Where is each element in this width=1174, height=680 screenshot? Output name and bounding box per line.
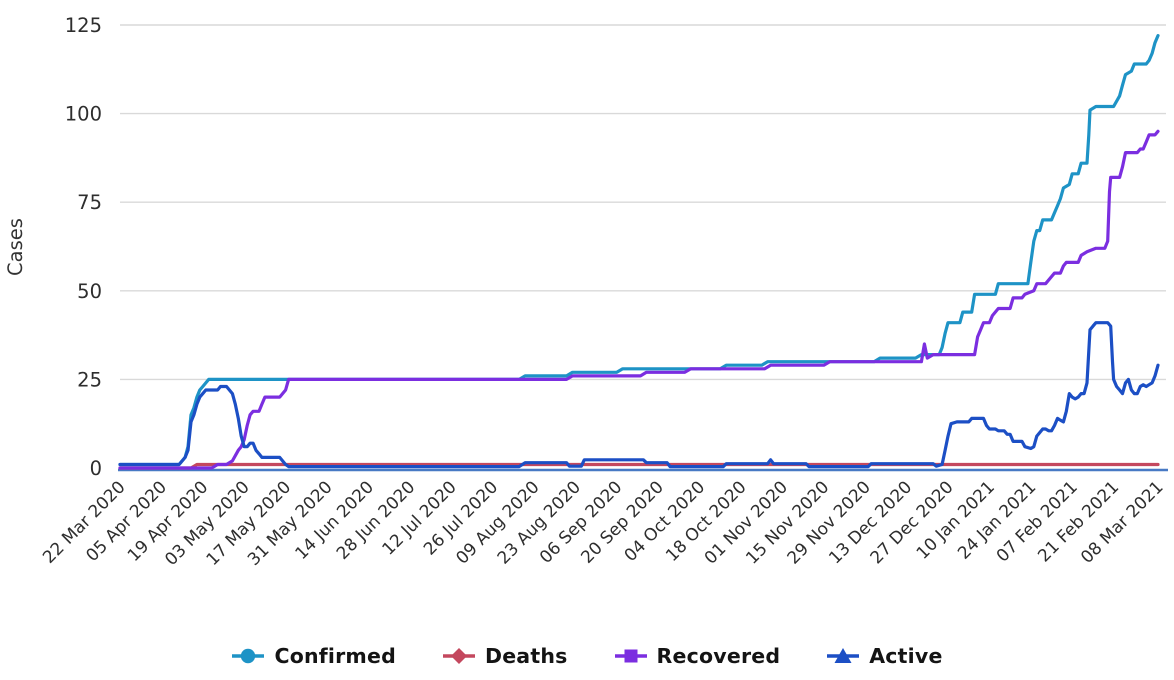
legend-label: Confirmed — [274, 644, 396, 668]
y-tick-label: 0 — [90, 457, 102, 480]
series-line-active — [118, 321, 1160, 469]
legend-label: Deaths — [484, 644, 568, 668]
gridlines — [120, 24, 1166, 381]
legend-item-active[interactable]: Active — [826, 644, 942, 668]
y-tick-label: 50 — [77, 280, 102, 303]
triangle-marker-icon — [827, 648, 860, 663]
legend-label: Active — [869, 644, 943, 668]
y-tick-label: 125 — [65, 14, 102, 37]
y-axis-title: Cases — [4, 218, 27, 276]
series-line-confirmed — [118, 33, 1160, 467]
y-axis-tick-labels: 0 25 50 75 100 125 — [65, 14, 102, 480]
diamond-marker-icon — [442, 648, 475, 664]
series-line-recovered — [118, 129, 1160, 470]
y-tick-label: 25 — [77, 368, 102, 391]
circle-marker-icon — [232, 648, 265, 664]
legend-item-confirmed[interactable]: Confirmed — [231, 644, 396, 668]
legend-label: Recovered — [656, 644, 781, 668]
data-series-lines — [118, 33, 1160, 470]
series-line-deaths — [118, 462, 1160, 470]
square-marker-icon — [614, 649, 647, 663]
legend-item-recovered[interactable]: Recovered — [614, 644, 781, 668]
y-tick-label: 75 — [77, 191, 102, 214]
y-tick-label: 100 — [65, 103, 102, 126]
chart-legend: Confirmed Deaths Recovered Active — [0, 636, 1174, 676]
legend-item-deaths[interactable]: Deaths — [442, 644, 568, 668]
